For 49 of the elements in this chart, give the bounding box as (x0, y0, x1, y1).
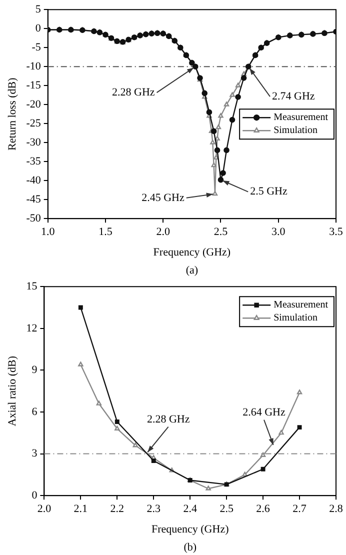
x-tick-label: 3.0 (272, 226, 286, 238)
y-tick-label: -25 (26, 117, 42, 130)
annotation: 2.28 GHz (112, 86, 155, 98)
legend-label: Simulation (274, 312, 318, 324)
x-tick-label: 2.8 (329, 503, 344, 516)
x-tick-label: 2.2 (110, 503, 124, 516)
y-tick-label: -50 (26, 212, 42, 224)
x-tick-label: 1.0 (40, 226, 56, 238)
annotation: 2.45 GHz (142, 192, 184, 204)
y-tick-label: -35 (26, 155, 42, 168)
y-tick-label: 5 (35, 3, 42, 16)
y-axis-title: Return loss (dB) (6, 77, 18, 150)
y-tick-label: 9 (32, 364, 38, 376)
x-tick-label: 2.5 (220, 503, 234, 516)
x-tick-label: 2.6 (256, 503, 270, 516)
legend-label: Measurement (274, 112, 328, 124)
x-tick-label: 2.0 (156, 226, 170, 238)
y-tick-label: -5 (32, 41, 42, 54)
x-tick-label: 2.0 (37, 503, 52, 516)
x-tick-label: 2.1 (74, 503, 88, 516)
y-tick-label: -20 (26, 98, 42, 110)
text: (a) (186, 264, 198, 276)
y-tick-label: -10 (26, 60, 42, 72)
y-tick-label: -15 (26, 79, 42, 92)
x-tick-label: 2.5 (214, 226, 228, 238)
x-tick-label: 2.4 (183, 503, 198, 516)
y-tick-label: -30 (26, 136, 42, 148)
text: (b) (184, 541, 197, 554)
y-tick-label: 15 (26, 280, 38, 292)
x-axis-title: Frequency (GHz) (151, 523, 230, 536)
y-tick-label: -45 (26, 193, 42, 206)
x-tick-label: 3.5 (329, 226, 344, 238)
y-tick-label: -40 (26, 174, 42, 186)
y-tick-label: 0 (32, 489, 38, 502)
x-tick-label: 2.7 (292, 503, 307, 516)
x-tick-label: 1.5 (98, 226, 113, 238)
annotation: 2.28 GHz (146, 414, 190, 426)
y-tick-label: 0 (35, 22, 42, 34)
annotation: 2.74 GHz (272, 90, 315, 102)
x-axis-title: Frequency (GHz) (153, 246, 231, 258)
y-axis-title: Axial ratio (dB) (6, 356, 18, 426)
x-tick-label: 2.3 (146, 503, 161, 516)
legend-label: Simulation (274, 125, 318, 136)
y-tick-label: 12 (26, 322, 38, 334)
y-tick-label: 6 (32, 406, 38, 418)
y-tick-label: 3 (32, 448, 38, 460)
legend-label: Measurement (274, 300, 328, 311)
annotation: 2.5 GHz (250, 186, 288, 198)
annotation: 2.64 GHz (242, 406, 286, 419)
